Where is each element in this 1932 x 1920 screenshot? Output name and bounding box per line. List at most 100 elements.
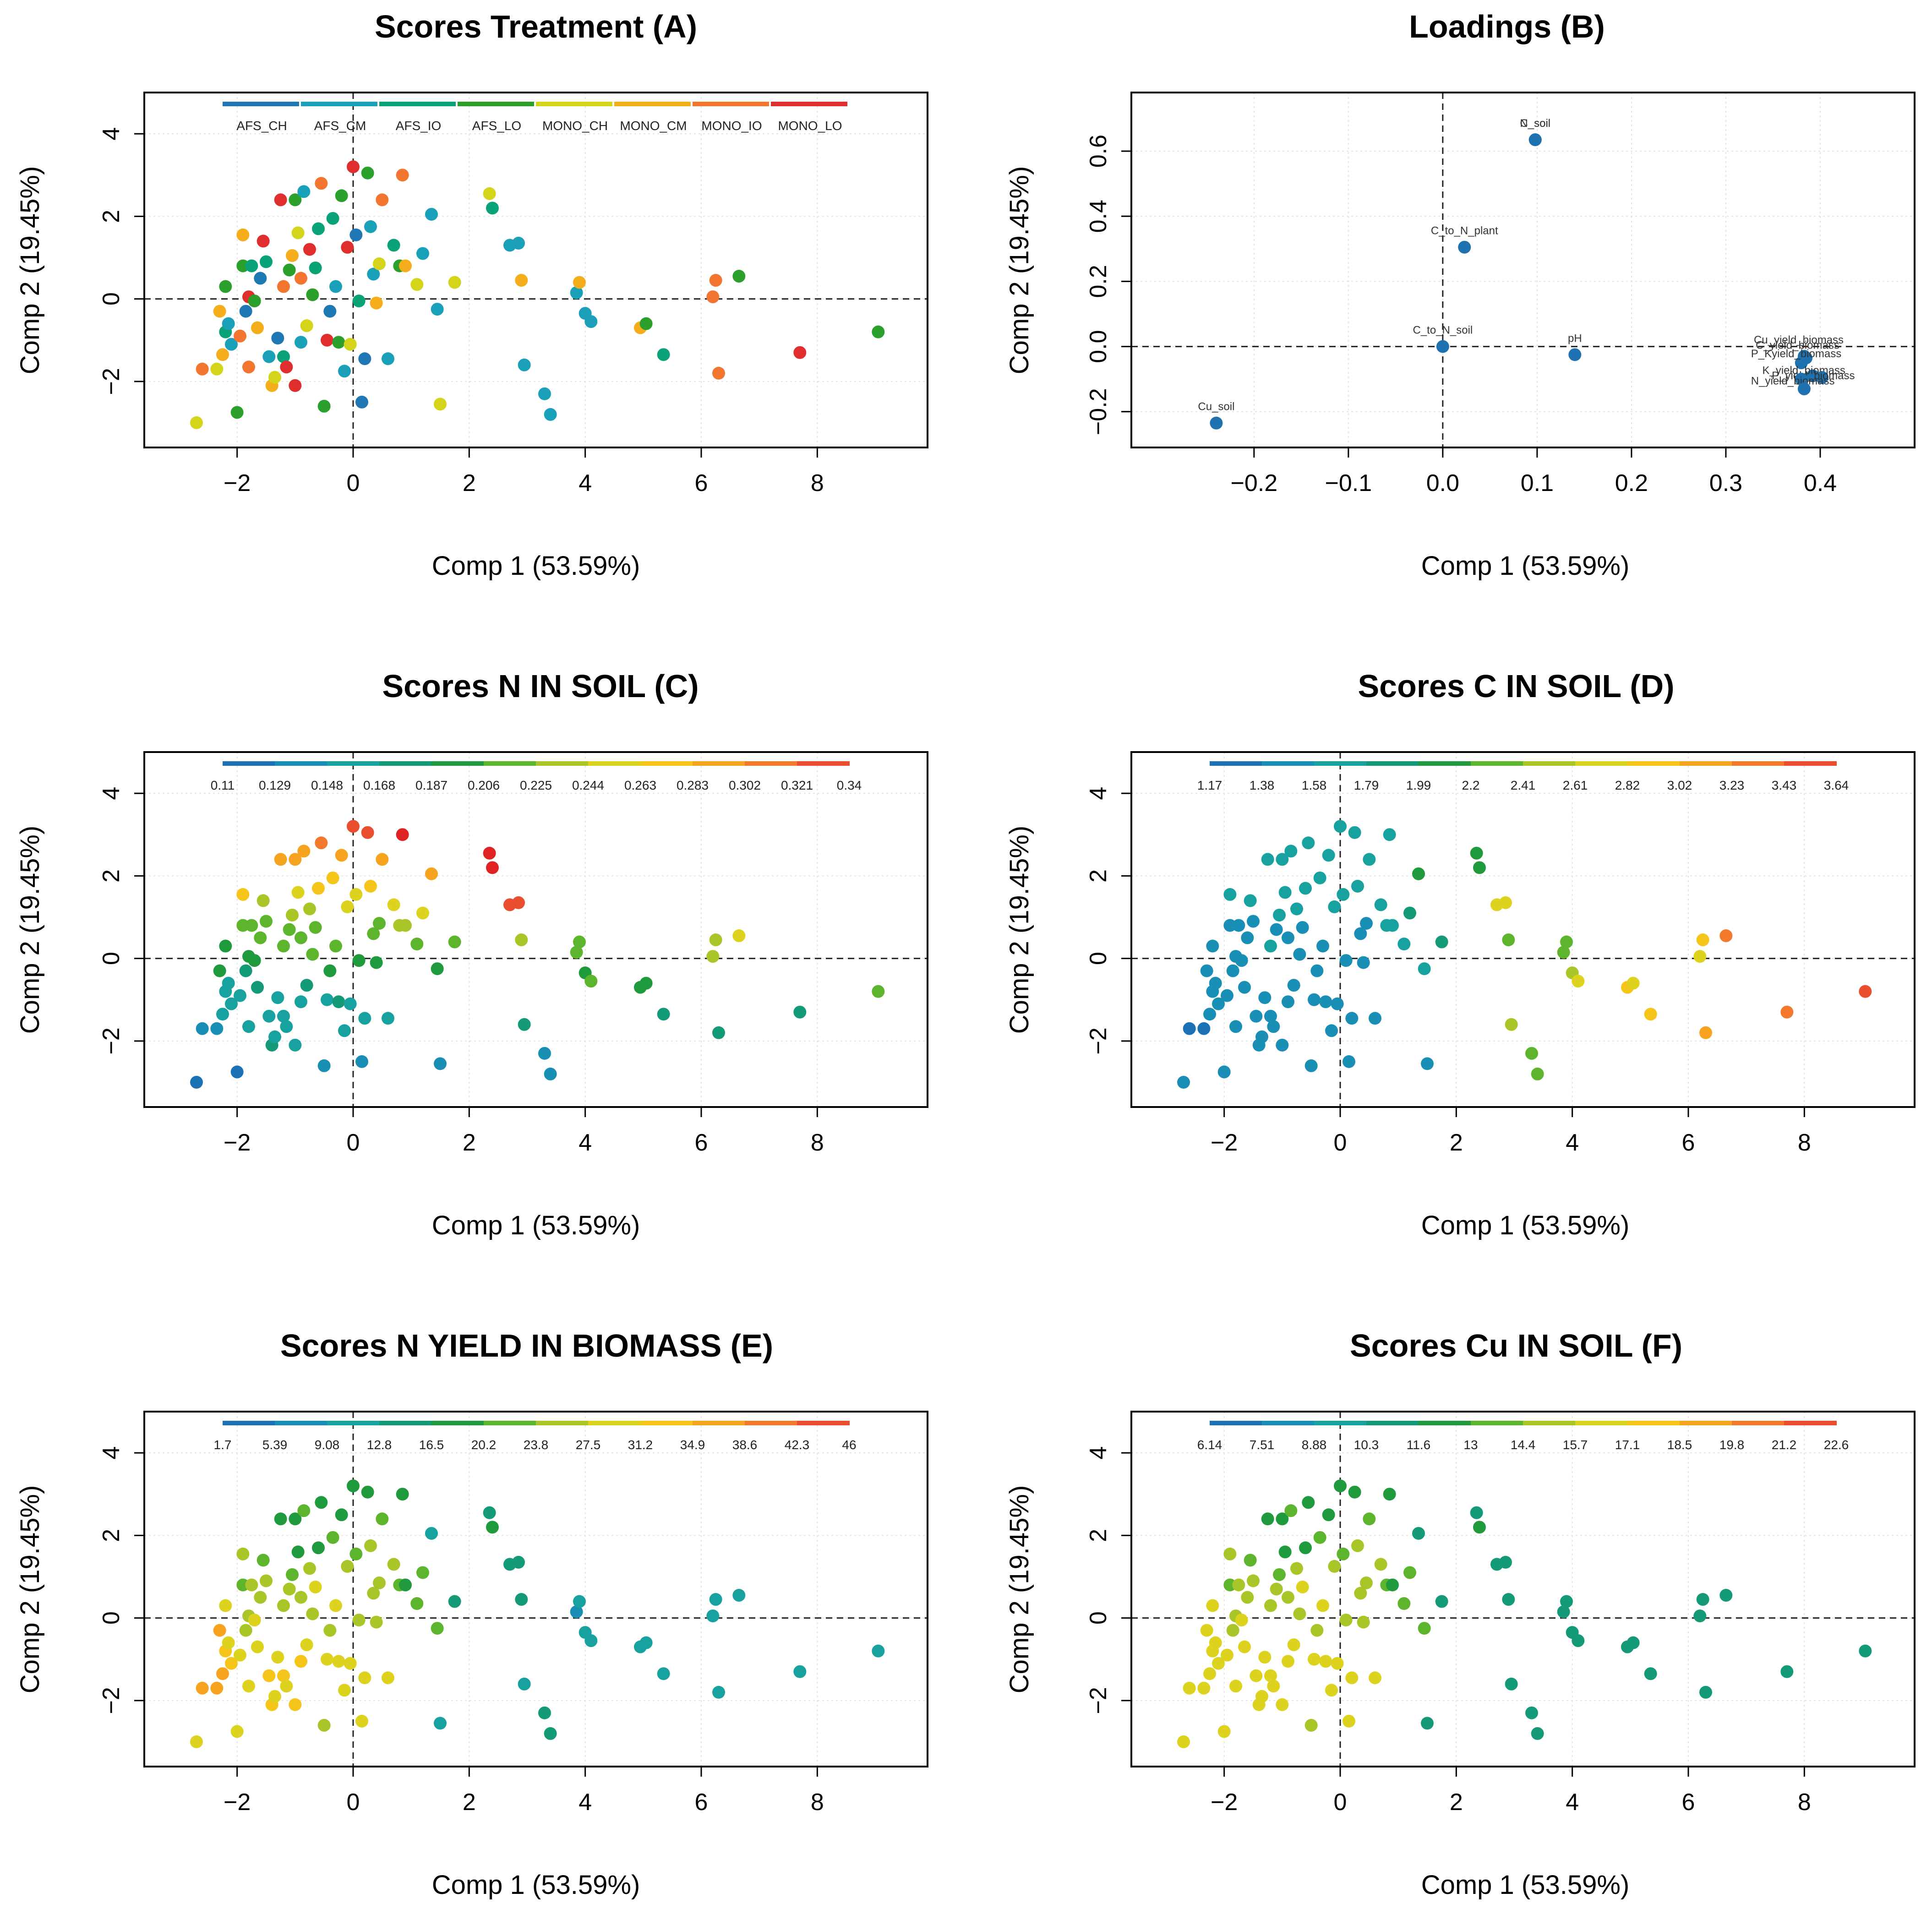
panel-f-ytick-label-0: −2: [1085, 1687, 1112, 1714]
panel-a-frame: [143, 92, 928, 448]
panel-f-point-71: [1403, 1566, 1416, 1579]
panel-d-legend-label-11: 3.43: [1772, 778, 1797, 792]
panel-f-legend-label-7: 15.7: [1563, 1438, 1588, 1452]
panel-c-legend-label-2: 0.148: [311, 778, 343, 792]
panel-d-xtick-label-5: 8: [1798, 1129, 1811, 1156]
panel-d-legend-label-2: 1.58: [1302, 778, 1327, 792]
panel-f-xlabel: Comp 1 (53.59%): [1421, 1870, 1630, 1900]
panel-d-point-81: [1505, 1018, 1518, 1031]
panel-c-xtick-label-4: 6: [695, 1129, 708, 1156]
panel-c-point-12: [236, 888, 250, 901]
panel-d-point-2: [1197, 1022, 1211, 1035]
panel-b-point-label-6: Cu_yield_biomass: [1754, 334, 1844, 346]
panel-a-point-59: [361, 166, 374, 180]
panel-e-point-56: [352, 1614, 366, 1627]
panel-a-point-74: [434, 398, 447, 411]
panel-e-point-79: [512, 1555, 525, 1569]
panel-e-point-93: [712, 1685, 725, 1699]
panel-b-ylabel: Comp 2 (19.45%): [1004, 166, 1034, 375]
panel-c-point-31: [286, 908, 299, 922]
panel-a-point-27: [277, 350, 290, 363]
panel-b-frame: [1130, 92, 1916, 448]
panel-d-xtick-label-1: 0: [1334, 1129, 1347, 1156]
panel-e-point-75: [448, 1595, 461, 1608]
panel-f-ytick-label-2: 2: [1085, 1529, 1112, 1542]
panel-f-point-82: [1525, 1706, 1538, 1719]
panel-c-ylabel: Comp 2 (19.45%): [15, 826, 45, 1034]
panel-d-point-75: [1435, 935, 1448, 949]
panel-d-point-87: [1572, 975, 1585, 988]
panel-e-point-64: [376, 1512, 389, 1526]
panel-c-point-43: [315, 836, 328, 850]
panel-e-legend-label-6: 23.8: [524, 1438, 549, 1452]
panel-f-point-85: [1560, 1595, 1573, 1608]
panel-d-xtick-label-3: 4: [1566, 1129, 1579, 1156]
panel-c-legend-swatch-1: [275, 761, 327, 766]
panel-a-point-83: [544, 408, 557, 421]
panel-e-point-77: [486, 1521, 499, 1534]
panel-e-point-82: [538, 1706, 551, 1719]
panel-a-point-57: [355, 395, 368, 409]
panel-a-point-13: [239, 305, 252, 318]
panel-d-point-30: [1270, 923, 1283, 936]
panel-f-point-75: [1435, 1595, 1448, 1608]
panel-e-point-25: [271, 1651, 284, 1664]
panel-f-xtick-label-3: 4: [1566, 1789, 1579, 1816]
panel-c-point-80: [515, 933, 528, 947]
panel-c-point-74: [434, 1057, 447, 1070]
panel-d-point-91: [1693, 950, 1707, 963]
panel-a-point-52: [341, 240, 354, 254]
panel-f-point-38: [1287, 1638, 1300, 1652]
panel-d-point-83: [1531, 1067, 1544, 1080]
panel-c-point-38: [300, 979, 313, 992]
panel-e-point-71: [416, 1566, 429, 1579]
panel-c-point-22: [262, 1009, 276, 1023]
panel-a-point-32: [289, 193, 302, 207]
panel-e-point-22: [262, 1669, 276, 1682]
panel-d-point-43: [1302, 836, 1315, 850]
panel-a-legend-swatch-2: [379, 102, 456, 106]
panel-f-point-40: [1293, 1607, 1306, 1620]
panel-d-ytick-label-2: 2: [1085, 869, 1112, 883]
panel-c-point-49: [332, 995, 345, 1009]
panel-a-point-9: [230, 406, 244, 419]
panel-a-point-39: [303, 243, 316, 256]
panel-d-point-42: [1299, 882, 1312, 895]
panel-d-point-44: [1304, 1059, 1318, 1072]
panel-c-xtick-label-0: −2: [224, 1129, 251, 1156]
panel-c-point-26: [274, 853, 287, 866]
panel-d-point-24: [1255, 1030, 1268, 1043]
panel-b-point-9: [1806, 369, 1819, 382]
panel-d-legend-label-1: 1.38: [1250, 778, 1275, 792]
panel-e-point-58: [358, 1671, 371, 1685]
panel-e-legend-label-2: 9.08: [315, 1438, 340, 1452]
panel-e-legend-swatch-9: [693, 1421, 745, 1425]
panel-f-point-73: [1418, 1622, 1431, 1635]
panel-a-xlabel: Comp 1 (53.59%): [432, 551, 640, 581]
panel-f-point-81: [1505, 1677, 1518, 1691]
panel-f-point-25: [1258, 1651, 1272, 1664]
panel-e-legend-swatch-7: [588, 1421, 641, 1425]
panel-f-xtick-label-4: 6: [1682, 1789, 1695, 1816]
panel-c-legend-label-10: 0.302: [729, 778, 761, 792]
panel-e-point-8: [225, 1657, 238, 1670]
panel-e-point-9: [230, 1725, 244, 1738]
panel-a-point-36: [295, 272, 307, 285]
panel-f-point-84: [1557, 1605, 1570, 1619]
panel-f-point-72: [1412, 1527, 1425, 1540]
panel-e-legend-swatch-0: [223, 1421, 275, 1425]
panel-b-title: Loadings (B): [1409, 9, 1605, 44]
panel-c-legend-swatch-2: [327, 761, 380, 766]
panel-a-point-28: [277, 280, 290, 293]
panel-b-xtick-label-0: −0.2: [1231, 470, 1278, 496]
panel-f-point-13: [1226, 1624, 1239, 1637]
panel-f-legend-label-0: 6.14: [1197, 1438, 1223, 1452]
panel-f-point-83: [1531, 1727, 1544, 1740]
panel-a-xtick-label-1: 0: [347, 470, 360, 496]
panel-f-point-54: [1334, 1479, 1347, 1493]
panel-e-point-74: [434, 1717, 447, 1730]
panel-e-point-61: [367, 1587, 380, 1600]
panel-e-point-73: [431, 1622, 444, 1635]
panel-f-point-92: [1696, 1593, 1709, 1606]
panel-f-legend-swatch-9: [1680, 1421, 1732, 1425]
